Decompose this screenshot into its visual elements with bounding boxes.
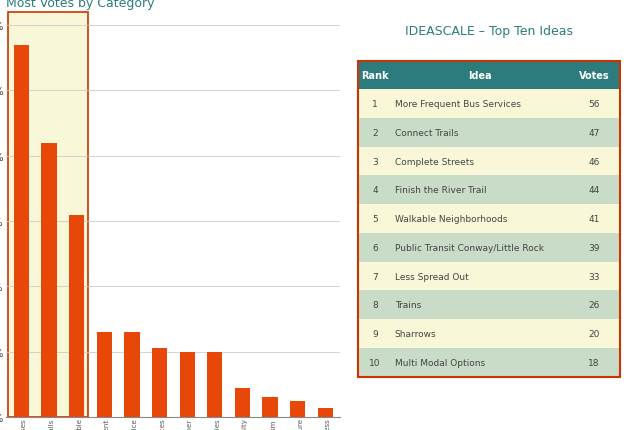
Bar [568, 262, 620, 291]
Bar [262, 398, 277, 417]
Text: Votes: Votes [579, 71, 610, 81]
Bar [358, 205, 392, 233]
Bar [568, 348, 620, 377]
Bar [358, 176, 392, 205]
Bar [358, 348, 392, 377]
Bar [207, 352, 222, 417]
Bar [358, 61, 620, 377]
Text: Less Spread Out: Less Spread Out [395, 272, 469, 281]
Text: 10: 10 [369, 358, 381, 367]
Text: Rank: Rank [361, 71, 389, 81]
Bar [392, 90, 568, 119]
Bar [235, 388, 250, 417]
Text: More Frequent Bus Services: More Frequent Bus Services [395, 100, 521, 109]
Bar [568, 176, 620, 205]
Bar [14, 46, 29, 417]
Bar [392, 262, 568, 291]
Bar [392, 233, 568, 262]
Text: 46: 46 [589, 157, 600, 166]
Text: IDEASCALE – Top Ten Ideas: IDEASCALE – Top Ten Ideas [405, 25, 573, 38]
Text: 18: 18 [588, 358, 600, 367]
Bar [152, 348, 167, 417]
Text: 9: 9 [372, 329, 378, 338]
Bar [358, 233, 392, 262]
Text: 56: 56 [588, 100, 600, 109]
Bar [568, 147, 620, 176]
Text: Walkable Neighborhoods: Walkable Neighborhoods [395, 215, 507, 224]
Text: 1: 1 [372, 100, 378, 109]
Bar [42, 143, 57, 417]
Bar [392, 205, 568, 233]
Bar [392, 176, 568, 205]
Bar [392, 291, 568, 319]
Text: 2: 2 [372, 129, 378, 138]
Bar [392, 119, 568, 147]
Bar [358, 291, 392, 319]
Text: 26: 26 [589, 301, 600, 310]
Text: Finish the River Trail: Finish the River Trail [395, 186, 486, 195]
Text: 44: 44 [589, 186, 600, 195]
Bar [358, 262, 392, 291]
Text: Public Transit Conway/Little Rock: Public Transit Conway/Little Rock [395, 243, 544, 252]
Bar [568, 233, 620, 262]
Bar [179, 352, 195, 417]
Text: Trains: Trains [395, 301, 421, 310]
Text: 4: 4 [372, 186, 378, 195]
Bar [392, 319, 568, 348]
Bar [568, 319, 620, 348]
Text: 33: 33 [588, 272, 600, 281]
Bar [392, 61, 568, 90]
Bar [358, 61, 392, 90]
Bar [392, 147, 568, 176]
Bar [568, 90, 620, 119]
Text: Complete Streets: Complete Streets [395, 157, 474, 166]
Bar [97, 332, 112, 417]
Text: 5: 5 [372, 215, 378, 224]
Text: 8: 8 [372, 301, 378, 310]
Bar [568, 119, 620, 147]
Text: 20: 20 [589, 329, 600, 338]
Bar [358, 90, 392, 119]
Text: Multi Modal Options: Multi Modal Options [395, 358, 485, 367]
Bar [318, 408, 333, 417]
Text: 39: 39 [588, 243, 600, 252]
Bar [358, 119, 392, 147]
Text: Sharrows: Sharrows [395, 329, 437, 338]
Bar [358, 147, 392, 176]
Bar [358, 319, 392, 348]
Text: Most Votes by Category: Most Votes by Category [6, 0, 155, 10]
Text: 6: 6 [372, 243, 378, 252]
Bar [568, 205, 620, 233]
Bar [69, 215, 84, 417]
Text: 41: 41 [589, 215, 600, 224]
Bar [568, 291, 620, 319]
Text: Connect Trails: Connect Trails [395, 129, 459, 138]
Text: 47: 47 [589, 129, 600, 138]
Text: 3: 3 [372, 157, 378, 166]
Text: 7: 7 [372, 272, 378, 281]
Bar [392, 348, 568, 377]
Text: Idea: Idea [468, 71, 492, 81]
Bar [568, 61, 620, 90]
Bar [290, 402, 305, 417]
Bar [125, 332, 140, 417]
Bar [8, 13, 87, 417]
